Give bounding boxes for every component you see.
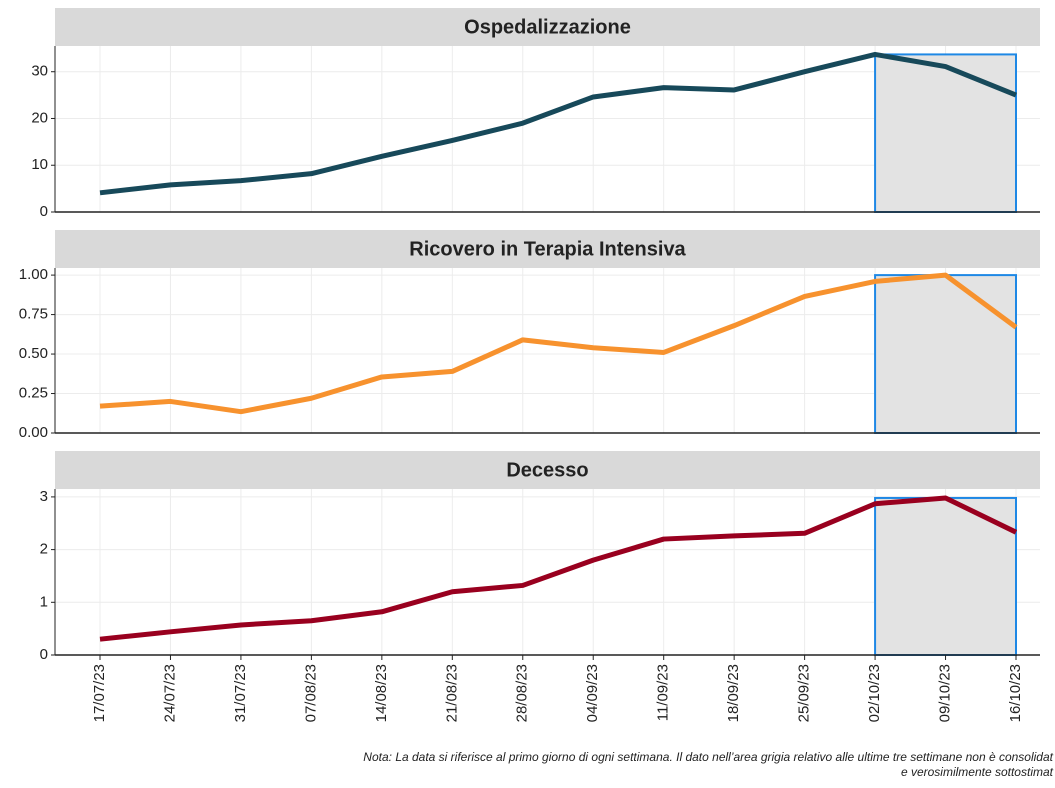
note: Nota: La data si riferisce al primo gior… — [363, 750, 1053, 764]
highlight-box — [874, 53, 1017, 213]
line — [99, 495, 1018, 642]
y-tick-label: 1.00 — [19, 266, 48, 283]
x-tick-label: 09/10/23 — [937, 664, 954, 722]
strip — [55, 451, 1040, 489]
note: e verosimilmente sottostimat — [901, 765, 1054, 779]
x-tick-label: 25/09/23 — [796, 664, 813, 722]
panel-title: Ricovero in Terapia Intensiva — [409, 238, 686, 260]
y-tick-label: 0.25 — [19, 384, 48, 401]
x-tick-label: 21/08/23 — [443, 664, 460, 722]
x-tick-label: 28/08/23 — [514, 664, 531, 722]
y-tick-label: 10 — [31, 156, 48, 173]
y-tick-label: 0.50 — [19, 345, 48, 362]
y-tick-label: 2 — [40, 541, 48, 558]
y-tick-label: 1 — [40, 593, 48, 610]
x-tick-label: 11/09/23 — [655, 664, 672, 721]
y-tick-label: 30 — [31, 63, 48, 80]
x-tick-label: 07/08/23 — [302, 664, 319, 722]
panel-title: Decesso — [506, 459, 588, 481]
x-tick-label: 18/09/23 — [725, 664, 742, 722]
x-tick-label: 31/07/23 — [232, 664, 249, 722]
y-tick-label: 0.75 — [19, 306, 48, 323]
x-tick-label: 16/10/23 — [1007, 664, 1024, 722]
panel-title: Ospedalizzazione — [464, 16, 631, 38]
y-tick-label: 0.00 — [19, 424, 48, 441]
x-tick-label: 04/09/23 — [584, 664, 601, 722]
x-tick-label: 02/10/23 — [866, 664, 883, 722]
x-tick-label: 17/07/23 — [91, 664, 108, 722]
y-tick-label: 0 — [40, 646, 48, 663]
highlight-box — [874, 496, 1017, 657]
line — [99, 272, 1018, 415]
strip — [55, 230, 1040, 268]
strip — [55, 8, 1040, 46]
y-tick-label: 20 — [31, 109, 48, 126]
x-tick-label: 14/08/23 — [373, 664, 390, 722]
highlight-box — [874, 274, 1017, 434]
y-tick-label: 0 — [40, 203, 48, 220]
y-tick-label: 3 — [40, 488, 48, 505]
x-tick-label: 24/07/23 — [161, 664, 178, 722]
line — [99, 51, 1017, 196]
